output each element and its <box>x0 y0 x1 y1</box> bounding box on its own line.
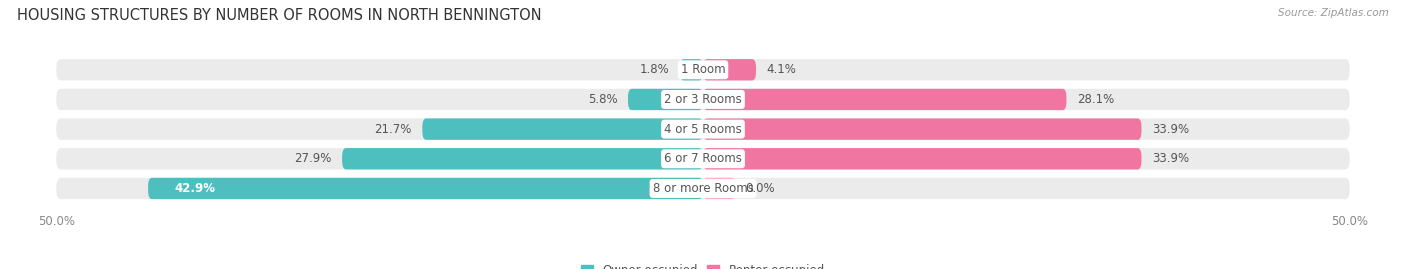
Text: 21.7%: 21.7% <box>374 123 412 136</box>
FancyBboxPatch shape <box>56 178 1350 199</box>
FancyBboxPatch shape <box>56 89 1350 110</box>
FancyBboxPatch shape <box>342 148 703 169</box>
Text: 5.8%: 5.8% <box>588 93 617 106</box>
FancyBboxPatch shape <box>703 178 735 199</box>
Text: 33.9%: 33.9% <box>1152 152 1189 165</box>
FancyBboxPatch shape <box>148 178 703 199</box>
Text: 4 or 5 Rooms: 4 or 5 Rooms <box>664 123 742 136</box>
Text: 4.1%: 4.1% <box>766 63 796 76</box>
FancyBboxPatch shape <box>703 89 1067 110</box>
FancyBboxPatch shape <box>703 59 756 80</box>
FancyBboxPatch shape <box>628 89 703 110</box>
FancyBboxPatch shape <box>703 148 1142 169</box>
Text: 28.1%: 28.1% <box>1077 93 1114 106</box>
Text: 8 or more Rooms: 8 or more Rooms <box>652 182 754 195</box>
Text: 6 or 7 Rooms: 6 or 7 Rooms <box>664 152 742 165</box>
FancyBboxPatch shape <box>703 118 1142 140</box>
FancyBboxPatch shape <box>56 118 1350 140</box>
Text: 1.8%: 1.8% <box>640 63 669 76</box>
Text: 42.9%: 42.9% <box>174 182 215 195</box>
Legend: Owner-occupied, Renter-occupied: Owner-occupied, Renter-occupied <box>576 259 830 269</box>
Text: 27.9%: 27.9% <box>294 152 332 165</box>
Text: 33.9%: 33.9% <box>1152 123 1189 136</box>
FancyBboxPatch shape <box>422 118 703 140</box>
Text: 1 Room: 1 Room <box>681 63 725 76</box>
FancyBboxPatch shape <box>56 59 1350 80</box>
Text: Source: ZipAtlas.com: Source: ZipAtlas.com <box>1278 8 1389 18</box>
FancyBboxPatch shape <box>679 59 703 80</box>
FancyBboxPatch shape <box>56 148 1350 169</box>
Text: HOUSING STRUCTURES BY NUMBER OF ROOMS IN NORTH BENNINGTON: HOUSING STRUCTURES BY NUMBER OF ROOMS IN… <box>17 8 541 23</box>
Text: 2 or 3 Rooms: 2 or 3 Rooms <box>664 93 742 106</box>
Text: 0.0%: 0.0% <box>745 182 775 195</box>
